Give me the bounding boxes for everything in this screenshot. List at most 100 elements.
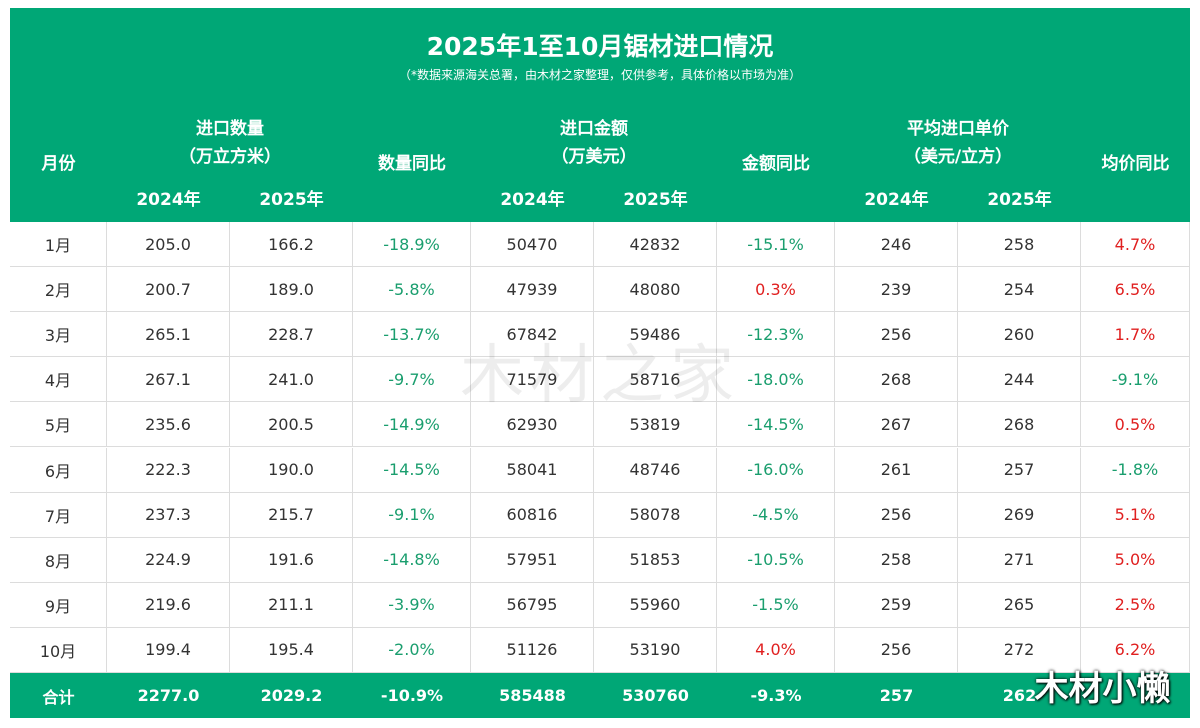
cell: 6月 xyxy=(10,447,107,493)
cell: 0.5% xyxy=(1081,402,1190,448)
cell: -16.0% xyxy=(717,447,835,493)
year-header: 2025年 xyxy=(987,189,1052,210)
cell: -18.9% xyxy=(353,222,471,268)
group-header: 进口数量 xyxy=(196,118,264,139)
cell: 244 xyxy=(958,357,1081,403)
cell: -9.7% xyxy=(353,357,471,403)
total-cell: 585488 xyxy=(499,686,566,705)
cell: 267.1 xyxy=(107,357,230,403)
cell: 265.1 xyxy=(107,312,230,358)
cell: 268 xyxy=(835,357,958,403)
total-cell: 2029.2 xyxy=(260,686,323,705)
cell: -1.5% xyxy=(717,582,835,628)
cell: 260 xyxy=(958,312,1081,358)
cell: 9月 xyxy=(10,582,107,628)
subtitle: （*数据来源海关总署，由木材之家整理，仅供参考，具体价格以市场为准） xyxy=(398,67,801,82)
cell: 3月 xyxy=(10,312,107,358)
cell: 48080 xyxy=(594,267,717,313)
total-cell: 257 xyxy=(879,686,914,705)
cell: 254 xyxy=(958,267,1081,313)
cell: 258 xyxy=(835,537,958,583)
cell: 2.5% xyxy=(1081,582,1190,628)
cell: 258 xyxy=(958,222,1081,268)
cell: -12.3% xyxy=(717,312,835,358)
watermark: 木材之家 xyxy=(460,339,740,413)
cell: -9.1% xyxy=(353,492,471,538)
cell: -14.5% xyxy=(717,402,835,448)
cell: 58716 xyxy=(594,357,717,403)
total-cell: -10.9% xyxy=(380,686,444,705)
cell: 0.3% xyxy=(717,267,835,313)
cell: 195.4 xyxy=(230,627,353,673)
cell: 190.0 xyxy=(230,447,353,493)
cell: 237.3 xyxy=(107,492,230,538)
cell: 58041 xyxy=(471,447,594,493)
cell: 191.6 xyxy=(230,537,353,583)
cell: 256 xyxy=(835,492,958,538)
cell: 1月 xyxy=(10,222,107,268)
cell: -13.7% xyxy=(353,312,471,358)
cell: 51126 xyxy=(471,627,594,673)
year-header: 2024年 xyxy=(864,189,929,210)
cell: 67842 xyxy=(471,312,594,358)
cell: 51853 xyxy=(594,537,717,583)
cell: 257 xyxy=(958,447,1081,493)
total-cell: 2277.0 xyxy=(137,686,200,705)
total-band xyxy=(10,673,1190,718)
total-cell: -9.3% xyxy=(750,686,802,705)
cell: -1.8% xyxy=(1081,447,1190,493)
cell: 56795 xyxy=(471,582,594,628)
cell: -9.1% xyxy=(1081,357,1190,403)
cell: 47939 xyxy=(471,267,594,313)
group-header: 平均进口单价 xyxy=(907,118,1009,139)
cell: -10.5% xyxy=(717,537,835,583)
cell: -18.0% xyxy=(717,357,835,403)
watermark: 木材小懒 xyxy=(1034,668,1171,709)
cell: 8月 xyxy=(10,537,107,583)
cell: 272 xyxy=(958,627,1081,673)
group-unit: （万美元） xyxy=(551,146,637,167)
cell: 219.6 xyxy=(107,582,230,628)
cell: 268 xyxy=(958,402,1081,448)
cell: 200.7 xyxy=(107,267,230,313)
cell: 189.0 xyxy=(230,267,353,313)
cell: 6.2% xyxy=(1081,627,1190,673)
total-cell: 262 xyxy=(1002,686,1037,705)
cell: 215.7 xyxy=(230,492,353,538)
group-unit: （美元/立方） xyxy=(903,146,1013,167)
cell: -3.9% xyxy=(353,582,471,628)
cell: 57951 xyxy=(471,537,594,583)
cell: -4.5% xyxy=(717,492,835,538)
group-header: 进口金额 xyxy=(560,118,628,139)
cell: -5.8% xyxy=(353,267,471,313)
cell: 58078 xyxy=(594,492,717,538)
cell: 4月 xyxy=(10,357,107,403)
cell: 1.7% xyxy=(1081,312,1190,358)
cell: 10月 xyxy=(10,627,107,673)
cell: 2月 xyxy=(10,267,107,313)
cell: 199.4 xyxy=(107,627,230,673)
cell: 7月 xyxy=(10,492,107,538)
month-header: 月份 xyxy=(41,153,76,174)
cell: 256 xyxy=(835,312,958,358)
cell: 60816 xyxy=(471,492,594,538)
cell: 166.2 xyxy=(230,222,353,268)
cell: -2.0% xyxy=(353,627,471,673)
cell: 5.0% xyxy=(1081,537,1190,583)
year-header: 2024年 xyxy=(500,189,565,210)
cell: 246 xyxy=(835,222,958,268)
group-unit: （万立方米） xyxy=(179,146,281,167)
cell: -14.5% xyxy=(353,447,471,493)
cell: 5.1% xyxy=(1081,492,1190,538)
cell: 53819 xyxy=(594,402,717,448)
cell: 48746 xyxy=(594,447,717,493)
cell: 200.5 xyxy=(230,402,353,448)
year-header: 2024年 xyxy=(136,189,201,210)
cell: 59486 xyxy=(594,312,717,358)
cell: 5月 xyxy=(10,402,107,448)
header-band xyxy=(10,8,1190,222)
year-header: 2025年 xyxy=(259,189,324,210)
cell: 224.9 xyxy=(107,537,230,583)
cell: 271 xyxy=(958,537,1081,583)
